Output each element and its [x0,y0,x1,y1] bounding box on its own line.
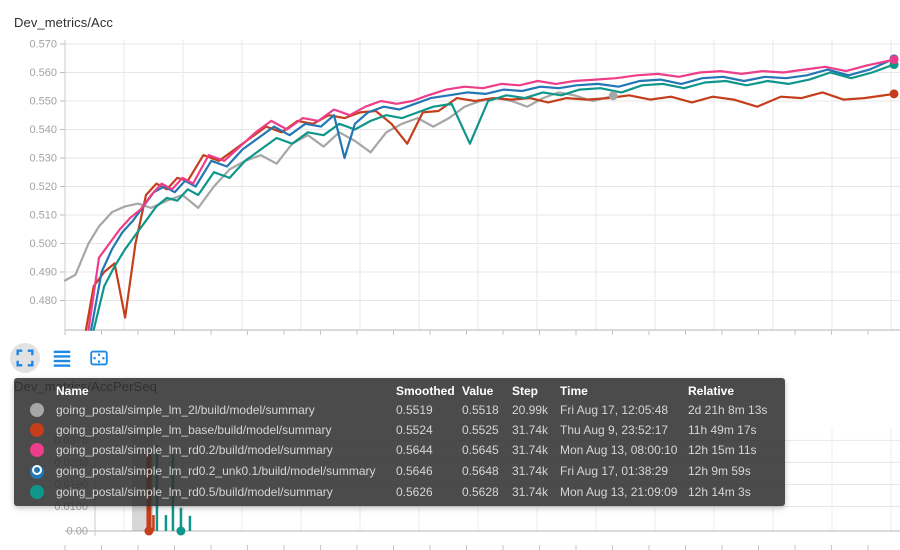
run-time: Fri Aug 17, 12:05:48 [560,403,669,417]
series-line [92,63,896,331]
series-line [63,91,615,282]
main-y-tick-label: 0.510 [29,210,57,222]
fit-domain-button[interactable] [84,343,114,373]
main-y-tick-label: 0.540 [29,124,57,136]
mini-data-dot [176,526,186,536]
runs-menu-button[interactable] [47,343,77,373]
tooltip-header-dot [14,380,52,400]
run-time: Mon Aug 13, 21:09:09 [560,485,678,499]
tooltip-run-row: going_postal/simple_lm_base/build/model/… [14,420,785,440]
run-time: Thu Aug 9, 23:52:17 [560,423,669,437]
tooltip-header-row: Name Smoothed Value Step Time Relative [14,380,785,400]
run-relative: 12h 9m 59s [688,464,751,478]
tooltip-run-row: going_postal/simple_lm_2l/build/model/su… [14,400,785,420]
main-y-tick-label: 0.530 [29,153,57,165]
run-name: going_postal/simple_lm_rd0.2_unk0.1/buil… [56,464,376,478]
expand-card-button[interactable] [10,343,40,373]
run-value: 0.5518 [462,403,499,417]
fit-domain-icon [88,347,110,369]
main-y-tick-label: 0.490 [29,267,57,279]
run-value: 0.5645 [462,443,499,457]
run-smoothed: 0.5524 [396,423,433,437]
run-smoothed: 0.5644 [396,443,433,457]
series-endpoint-dot [889,89,899,99]
main-y-tick-label: 0.500 [29,238,57,250]
run-relative: 12h 15m 11s [688,443,757,457]
main-y-tick-label: 0.520 [29,181,57,193]
run-time: Fri Aug 17, 01:38:29 [560,464,669,478]
run-relative: 12h 14m 3s [688,485,751,499]
run-smoothed: 0.5519 [396,403,433,417]
tooltip-header-smoothed: Smoothed [396,384,455,398]
tooltip-header-time: Time [560,384,588,398]
run-step: 31.74k [512,485,549,499]
main-y-tick-label: 0.570 [29,39,57,51]
tooltip-header-value: Value [462,384,494,398]
run-value: 0.5525 [462,423,499,437]
chart-card-toolbar [10,343,114,373]
mini-y-tick-label: 0.00 [67,526,88,538]
tooltip-run-row: going_postal/simple_lm_rd0.5/build/model… [14,482,785,502]
tooltip-header-relative: Relative [688,384,735,398]
run-step: 31.74k [512,423,549,437]
run-smoothed: 0.5646 [396,464,433,478]
tooltip-run-row: going_postal/simple_lm_rd0.2_unk0.1/buil… [14,460,785,482]
series-line [87,58,896,331]
run-color-dot [30,403,44,417]
run-color-dot [30,485,44,499]
run-time: Mon Aug 13, 08:00:10 [560,443,678,457]
menu-lines-icon [51,347,73,369]
run-relative: 2d 21h 8m 13s [688,403,768,417]
run-name: going_postal/simple_lm_2l/build/model/su… [56,403,315,417]
fullscreen-icon [14,347,36,369]
tooltip-header-step: Step [512,384,539,398]
run-step: 31.74k [512,443,549,457]
run-name: going_postal/simple_lm_rd0.5/build/model… [56,485,333,499]
series-line [84,91,896,331]
main-y-tick-label: 0.480 [29,295,57,307]
mini-data-dot [144,526,154,536]
run-value: 0.5648 [462,464,499,478]
run-color-dot [30,443,44,457]
run-name: going_postal/simple_lm_rd0.2/build/model… [56,443,333,457]
series-endpoint-dot [889,55,899,65]
run-smoothed: 0.5626 [396,485,433,499]
series-endpoint-dot [608,91,618,101]
run-color-dot [30,465,44,479]
tooltip-header-name: Name [56,384,89,398]
tooltip-table: Name Smoothed Value Step Time Relative g… [14,380,785,502]
run-color-dot [30,423,44,437]
run-value: 0.5628 [462,485,499,499]
run-step: 31.74k [512,464,549,478]
run-step: 20.99k [512,403,549,417]
tooltip-run-row: going_postal/simple_lm_rd0.2/build/model… [14,440,785,460]
main-y-tick-label: 0.560 [29,67,57,79]
hover-tooltip: Name Smoothed Value Step Time Relative g… [14,378,785,506]
main-chart-title: Dev_metrics/Acc [14,15,114,30]
series-line [89,57,896,331]
run-name: going_postal/simple_lm_base/build/model/… [56,423,332,437]
run-relative: 11h 49m 17s [688,423,757,437]
main-y-tick-label: 0.550 [29,96,57,108]
